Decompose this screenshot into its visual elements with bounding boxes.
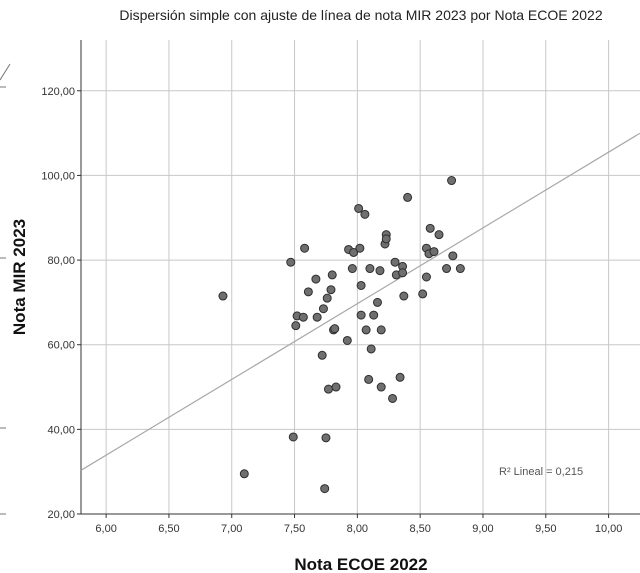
x-tick-label: 6,00 [95, 523, 116, 535]
data-point [356, 280, 366, 290]
data-point [398, 268, 408, 278]
data-points [218, 176, 465, 494]
data-point [381, 234, 391, 244]
data-point [447, 176, 457, 186]
data-point [322, 293, 332, 303]
data-point [361, 325, 371, 335]
x-tick-label: 7,00 [221, 523, 242, 535]
data-point [323, 384, 333, 394]
data-point [376, 382, 386, 392]
data-point [442, 264, 452, 274]
data-point [291, 321, 301, 331]
x-tick-labels: 6,00 6,50 7,00 7,50 8,00 8,50 9,00 9,50 10,00 [95, 514, 622, 535]
data-point [421, 272, 431, 282]
data-point [326, 285, 336, 295]
y-tick-label: 60,00 [47, 340, 75, 352]
x-tick-label: 8,00 [347, 523, 368, 535]
data-point [425, 223, 435, 233]
y-tick-label: 100,00 [41, 170, 75, 182]
x-tick-label: 9,00 [472, 523, 493, 535]
data-point [403, 192, 413, 202]
data-point [303, 287, 313, 297]
data-point [434, 230, 444, 240]
data-point [455, 264, 465, 274]
data-point [286, 257, 296, 267]
data-point [321, 433, 331, 443]
x-axis-label: Nota ECOE 2022 [294, 555, 427, 573]
y-tick-label: 80,00 [47, 255, 75, 267]
x-tick-label: 9,50 [535, 523, 556, 535]
data-point [347, 264, 357, 274]
data-point [349, 247, 359, 257]
y-tick-labels: 20,00 40,00 60,00 80,00 100,00 120,00 [41, 86, 81, 521]
y-tick-label: 120,00 [41, 86, 75, 98]
data-point [311, 274, 321, 284]
data-point [365, 264, 375, 274]
data-point [388, 393, 398, 403]
data-point [418, 289, 428, 299]
x-tick-label: 10,00 [595, 523, 623, 535]
data-point [390, 257, 400, 267]
data-point [288, 432, 298, 442]
data-point [399, 291, 409, 301]
data-point [330, 324, 340, 334]
data-point [356, 310, 366, 320]
data-point [448, 251, 458, 261]
y-axis-label: Nota MIR 2023 [10, 219, 29, 335]
x-tick-label: 8,50 [409, 523, 430, 535]
data-point [366, 344, 376, 354]
data-point [354, 203, 364, 213]
data-point [376, 325, 386, 335]
data-point [300, 243, 310, 253]
data-point [318, 304, 328, 314]
data-point [327, 270, 337, 280]
data-point [369, 310, 379, 320]
grid-lines [81, 40, 640, 515]
data-point [320, 484, 330, 494]
data-point [372, 297, 382, 307]
y-tick-label: 40,00 [47, 424, 75, 436]
data-point [429, 247, 439, 257]
y-tick-label: 20,00 [47, 509, 75, 521]
data-point [298, 312, 308, 322]
data-point [312, 312, 322, 322]
data-point [375, 266, 385, 276]
x-tick-label: 7,50 [284, 523, 305, 535]
chart-title: Dispersión simple con ajuste de línea de… [119, 7, 602, 23]
r2-annotation: R² Lineal = 0,215 [499, 466, 583, 478]
data-point [331, 382, 341, 392]
data-point [317, 350, 327, 360]
data-point [364, 374, 374, 384]
fit-line [80, 132, 640, 471]
data-point [342, 335, 352, 345]
data-point [395, 372, 405, 382]
y-axis-left-fragments [0, 63, 11, 515]
data-point [239, 469, 249, 479]
data-point [360, 209, 370, 219]
x-tick-label: 6,50 [158, 523, 179, 535]
data-point [218, 291, 228, 301]
data-point [355, 243, 365, 253]
